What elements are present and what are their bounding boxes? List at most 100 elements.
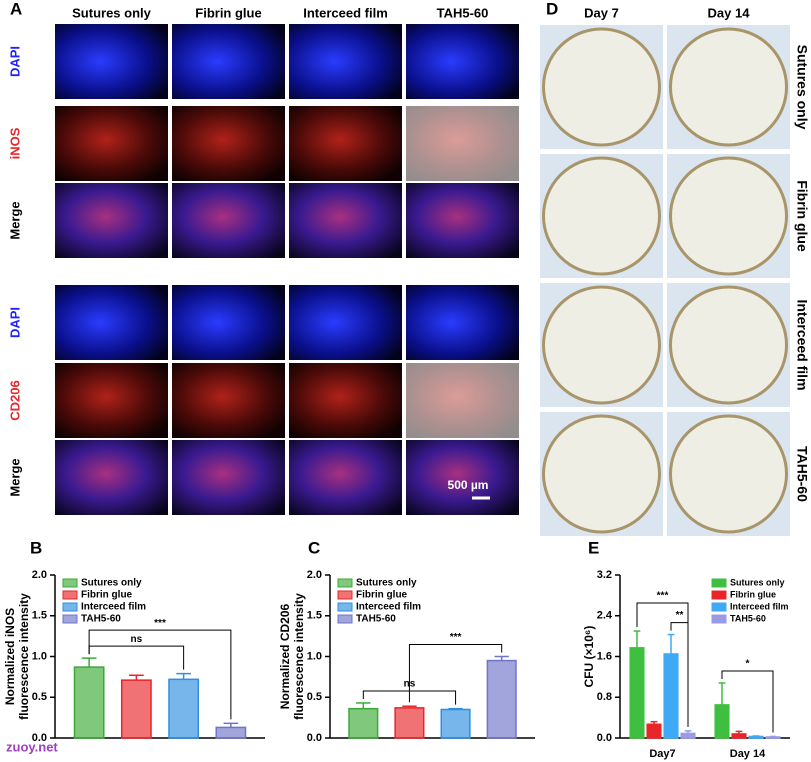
legend-swatch <box>337 578 353 588</box>
micrograph <box>172 363 285 438</box>
significance-label: * <box>746 659 750 670</box>
row-label: DAPI <box>7 46 22 77</box>
row-label: Sutures only <box>794 45 810 130</box>
legend-label: TAH5-60 <box>356 614 396 625</box>
y-tick-label: 3.2 <box>597 569 612 581</box>
micrograph <box>55 440 168 515</box>
legend-label: TAH5-60 <box>81 614 121 625</box>
agar-plate <box>542 414 661 534</box>
y-tick-label: 2.0 <box>32 569 47 581</box>
micrograph <box>172 440 285 515</box>
agar-plate <box>669 156 788 276</box>
bar <box>629 647 645 739</box>
row-label: TAH5-60 <box>794 446 810 502</box>
legend-swatch <box>62 614 78 624</box>
y-tick-label: 0.5 <box>32 691 47 703</box>
bar <box>646 723 662 739</box>
y-tick-label: 0.5 <box>307 691 322 703</box>
legend-swatch <box>711 614 727 624</box>
y-tick-label: 0.0 <box>32 732 47 744</box>
row-label: Interceed film <box>794 299 810 390</box>
y-tick-label: 1.0 <box>32 650 47 662</box>
bar <box>348 707 379 739</box>
legend-swatch <box>711 602 727 612</box>
bar <box>680 732 696 739</box>
legend-swatch <box>711 590 727 600</box>
panel-label: A <box>10 0 22 18</box>
legend-swatch <box>337 602 353 612</box>
scale-bar-label: 500 µm <box>448 478 489 492</box>
y-tick-label: 1.6 <box>597 650 612 662</box>
legend-swatch <box>62 602 78 612</box>
micrograph <box>172 24 285 99</box>
agar-plate <box>542 156 661 276</box>
legend-label: Fibrin glue <box>356 590 408 601</box>
y-tick-label: 1.0 <box>307 650 322 662</box>
bar <box>73 666 105 739</box>
agar-plate <box>542 27 661 147</box>
micrograph <box>406 106 519 181</box>
micrograph <box>406 183 519 258</box>
y-tick-label: 0.0 <box>597 732 612 744</box>
column-header: Sutures only <box>72 5 152 20</box>
significance-bracket <box>721 670 774 733</box>
column-header: Fibrin glue <box>195 5 261 20</box>
significance-label: *** <box>450 632 462 643</box>
micrograph <box>172 106 285 181</box>
y-axis-label: fluorescence intensity <box>292 593 306 720</box>
bar <box>120 679 152 739</box>
legend-label: Sutures only <box>730 577 785 587</box>
panel-label: B <box>30 538 42 557</box>
micrograph <box>289 285 402 360</box>
micrograph <box>55 285 168 360</box>
panel-label: C <box>308 538 320 557</box>
panel-label: E <box>588 538 599 557</box>
micrograph <box>406 285 519 360</box>
column-header: TAH5-60 <box>437 5 489 20</box>
bar <box>731 733 747 739</box>
y-axis-label: Normalized CD206 <box>278 603 292 709</box>
significance-label: ns <box>131 634 143 645</box>
significance-bracket <box>670 622 689 727</box>
bar <box>663 653 679 739</box>
legend-label: Sutures only <box>356 578 417 589</box>
column-header: Day 7 <box>584 5 619 20</box>
micrograph <box>289 440 402 515</box>
legend-label: TAH5-60 <box>730 613 766 623</box>
panel-label: D <box>546 0 558 18</box>
row-label: iNOS <box>7 127 22 159</box>
agar-plate <box>542 285 661 405</box>
column-header: Day 14 <box>708 5 751 20</box>
watermark: zuoy.net <box>6 739 58 754</box>
row-label: CD206 <box>7 380 22 420</box>
significance-label: ** <box>676 610 684 621</box>
significance-bracket <box>88 645 185 670</box>
row-label: Merge <box>7 201 22 239</box>
significance-bracket <box>408 644 503 703</box>
legend-label: Fibrin glue <box>81 590 133 601</box>
agar-plate <box>669 27 788 147</box>
micrograph <box>55 106 168 181</box>
micrograph <box>172 285 285 360</box>
column-header: Interceed film <box>303 5 388 20</box>
legend-swatch <box>337 590 353 600</box>
legend-swatch <box>711 578 727 588</box>
micrograph <box>172 183 285 258</box>
legend-swatch <box>337 614 353 624</box>
micrograph <box>55 363 168 438</box>
legend-swatch <box>62 578 78 588</box>
micrograph <box>289 363 402 438</box>
significance-label: *** <box>154 618 166 629</box>
bar <box>440 708 471 739</box>
row-label: Merge <box>7 458 22 496</box>
legend-swatch <box>62 590 78 600</box>
bar <box>168 678 200 739</box>
legend-label: Fibrin glue <box>730 589 776 599</box>
bar <box>215 726 247 739</box>
y-axis-label: CFU (×10⁶) <box>582 626 596 688</box>
agar-plate <box>669 414 788 534</box>
y-tick-label: 2.0 <box>307 569 322 581</box>
x-tick-label: Day 14 <box>730 748 766 760</box>
legend-label: Interceed film <box>730 601 789 611</box>
micrograph <box>406 24 519 99</box>
